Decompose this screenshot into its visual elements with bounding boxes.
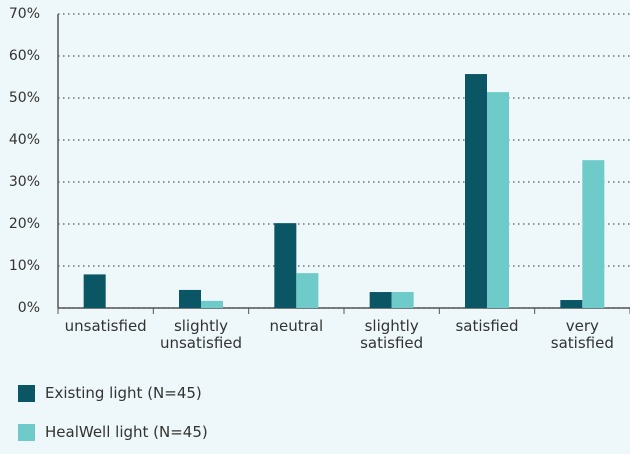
y-tick-label: 40% xyxy=(9,132,40,148)
legend-swatch xyxy=(18,423,35,441)
x-tick-label: very satisfied xyxy=(550,317,614,352)
y-tick-label: 20% xyxy=(9,216,40,232)
bar xyxy=(487,92,509,309)
y-tick-label: 70% xyxy=(9,6,40,22)
bar xyxy=(83,274,106,308)
y-tick-label: 50% xyxy=(9,90,40,106)
legend-swatch xyxy=(18,384,35,402)
legend-item: Existing light (N=45) xyxy=(18,384,202,402)
x-tick-label: satisfied xyxy=(455,317,519,335)
x-tick-label: unsatisfied xyxy=(64,317,147,335)
bar xyxy=(582,160,605,308)
y-tick-label: 60% xyxy=(9,48,40,64)
bar xyxy=(391,292,414,308)
bar xyxy=(560,300,583,308)
legend-item: HealWell light (N=45) xyxy=(18,423,208,441)
y-tick-label: 30% xyxy=(9,174,40,190)
y-tick-label: 0% xyxy=(18,300,40,316)
bar xyxy=(296,273,319,308)
bar xyxy=(369,292,392,308)
y-tick-label: 10% xyxy=(9,258,40,274)
bar xyxy=(465,74,487,308)
bar xyxy=(179,289,201,308)
legend-label: HealWell light (N=45) xyxy=(45,423,208,441)
x-tick-label: neutral xyxy=(269,317,324,335)
bar xyxy=(201,300,223,308)
x-tick-label: slightly satisfied xyxy=(360,317,424,352)
legend-label: Existing light (N=45) xyxy=(45,384,202,402)
x-tick-label: slightly unsatisfied xyxy=(159,317,243,352)
bar xyxy=(274,223,297,308)
